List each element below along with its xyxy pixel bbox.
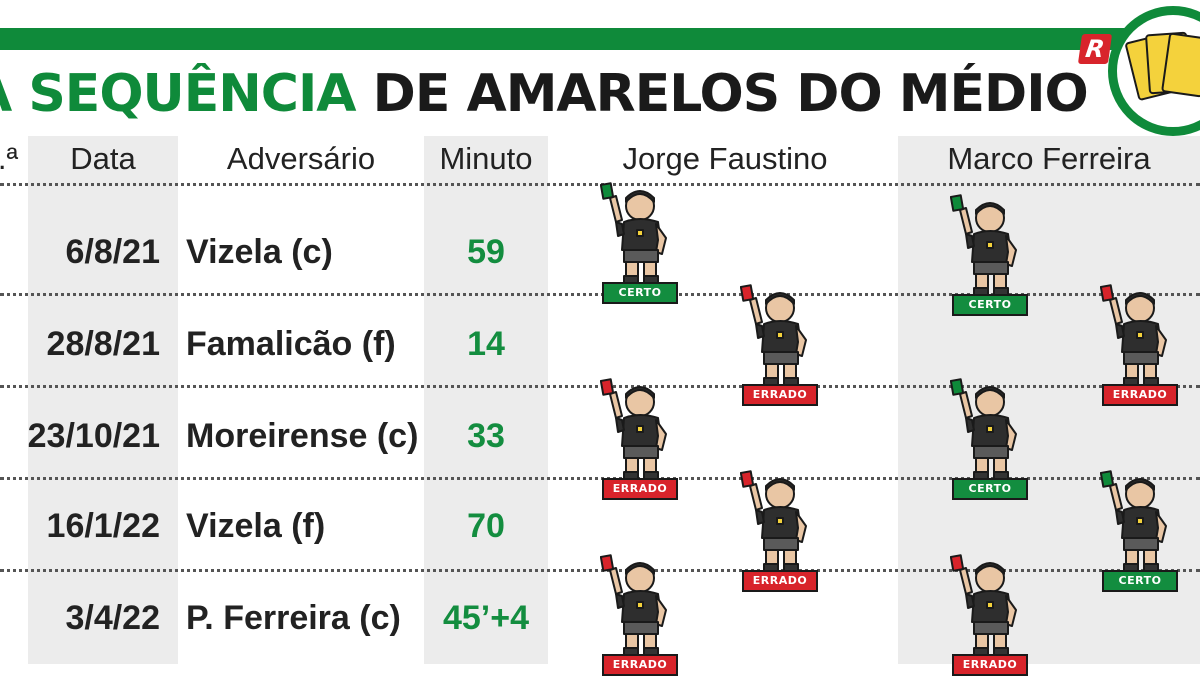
table-row-date: 6/8/21 [65,233,160,271]
row-divider [0,293,1200,296]
header-bar [0,28,1130,50]
minute-column-bg [424,136,548,664]
table-row-date: 3/4/22 [65,599,160,637]
col-header-ref1: Jorge Faustino [622,141,828,176]
row-divider [0,569,1200,572]
referee-figure-ref1 [739,466,818,586]
table-row-opponent: Moreirense (c) [186,417,419,455]
table-row-opponent: P. Ferreira (c) [186,599,401,637]
table-row-date: 16/1/22 [46,507,160,545]
col-header-opponent: Adversário [226,141,376,176]
title-part-2: DE AMARELOS DO MÉDIO [372,64,1089,124]
table-row-minute: 45’+4 [442,599,530,637]
date-column-bg [28,136,178,664]
table-row-opponent: Vizela (f) [186,507,326,545]
verdict-badge-errado: ERRADO [1102,384,1178,406]
col-header-ref2: Marco Ferreira [947,141,1151,176]
verdict-badge-certo: CERTO [952,478,1028,500]
table-row-date: 23/10/21 [27,417,160,455]
title-part-1: A SEQUÊNCIA [0,64,373,124]
page-title: A SEQUÊNCIA DE AMARELOS DO MÉDIO [0,64,1089,134]
col-header-minute: Minuto [439,141,533,176]
table-row-minute: 14 [467,325,505,363]
table-row-minute: 59 [467,233,505,271]
verdict-badge-errado: ERRADO [602,478,678,500]
row-divider [0,385,1200,388]
verdict-badge-certo: CERTO [1102,570,1178,592]
referee-figure-ref2 [949,550,1028,670]
col-header-date: Data [70,141,136,176]
row-divider [0,477,1200,480]
referee-figure-ref1 [599,178,678,298]
col-header-jornada: J.ª [0,141,18,176]
verdict-badge-certo: CERTO [952,294,1028,316]
referee-figure-ref2 [949,374,1028,494]
verdict-badge-errado: ERRADO [742,570,818,592]
referee-figure-ref2 [1099,280,1178,400]
table-row-minute: 33 [467,417,505,455]
referee-figure-ref1 [739,280,818,400]
verdict-badge-certo: CERTO [602,282,678,304]
verdict-badge-errado: ERRADO [742,384,818,406]
referee-figure-ref1 [599,374,678,494]
table-row-date: 28/8/21 [46,325,160,363]
verdict-badge-errado: ERRADO [602,654,678,676]
referee-figure-ref1 [599,550,678,670]
record-logo: R [1077,34,1113,64]
table-row-minute: 70 [467,507,505,545]
referee-figure-ref2 [1099,466,1178,586]
referee-figure-ref2 [949,190,1028,310]
table-row-opponent: Famalicão (f) [186,325,396,363]
table-row-opponent: Vizela (c) [186,233,333,271]
verdict-badge-errado: ERRADO [952,654,1028,676]
yellow-cards-icon [1108,6,1200,136]
